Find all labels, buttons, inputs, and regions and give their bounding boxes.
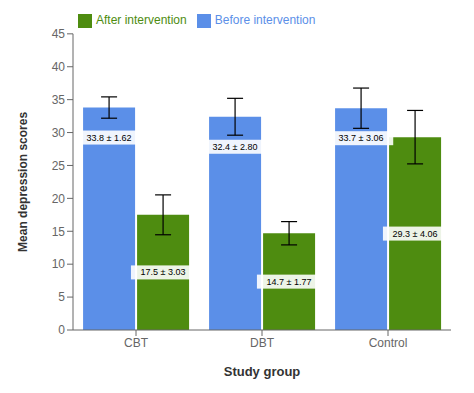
svg-text:32.4 ± 2.80: 32.4 ± 2.80 — [213, 142, 258, 152]
svg-text:10: 10 — [52, 257, 66, 271]
html-text:After intervention: After intervention — [96, 13, 187, 27]
html-text:Before intervention: Before intervention — [214, 13, 316, 27]
svg-text:45: 45 — [52, 27, 66, 41]
svg-text:17.5 ± 3.03: 17.5 ± 3.03 — [141, 267, 186, 277]
svg-text:15: 15 — [52, 225, 66, 239]
svg-text:14.7 ± 1.77: 14.7 ± 1.77 — [267, 277, 312, 287]
svg-text:Study group: Study group — [224, 364, 301, 379]
svg-text:29.3 ± 4.06: 29.3 ± 4.06 — [393, 229, 438, 239]
svg-text:Mean depression scores: Mean depression scores — [16, 112, 30, 252]
svg-text:35: 35 — [52, 93, 66, 107]
svg-text:5: 5 — [58, 290, 65, 304]
svg-text:Control: Control — [369, 336, 408, 350]
svg-text:40: 40 — [52, 60, 66, 74]
svg-text:30: 30 — [52, 126, 66, 140]
svg-text:20: 20 — [52, 192, 66, 206]
svg-text:CBT: CBT — [124, 336, 149, 350]
svg-text:33.8 ± 1.62: 33.8 ± 1.62 — [87, 133, 132, 143]
svg-text:33.7 ± 3.06: 33.7 ± 3.06 — [339, 133, 384, 143]
svg-text:DBT: DBT — [250, 336, 275, 350]
svg-text:0: 0 — [58, 323, 65, 337]
svg-text:25: 25 — [52, 159, 66, 173]
